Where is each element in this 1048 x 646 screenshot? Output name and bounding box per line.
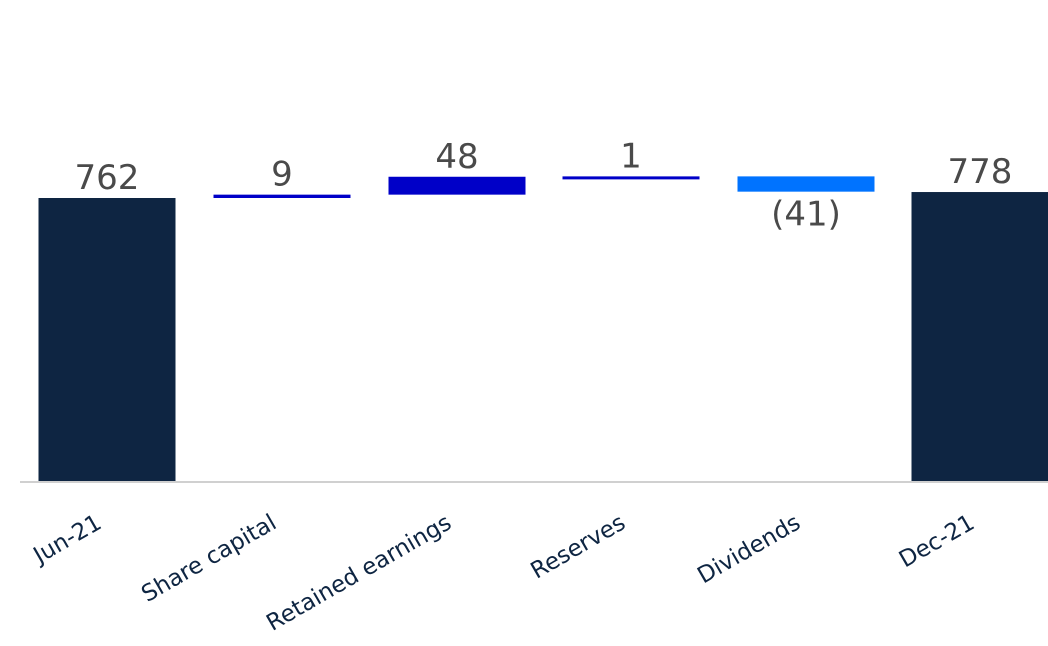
bar-retained-earnings [388, 176, 526, 195]
data-label: 48 [435, 137, 478, 177]
data-label: 762 [75, 158, 140, 198]
tick-label: Dec-21 [895, 510, 979, 574]
data-label: (41) [771, 195, 841, 235]
bar-dec-21 [911, 192, 1048, 482]
tick-label: Share capital [137, 510, 281, 608]
bar-reserves [562, 176, 700, 180]
tick-label: Reserves [527, 510, 630, 585]
bar-share-capital [213, 194, 351, 198]
data-label: 778 [948, 152, 1013, 192]
bar-dividends [737, 176, 875, 192]
bar-jun-21 [38, 198, 176, 482]
bars-group [38, 176, 1048, 482]
data-label: 1 [620, 136, 642, 176]
tick-label: Dividends [693, 510, 805, 590]
data-label: 9 [271, 155, 293, 195]
tick-label: Jun-21 [28, 510, 106, 570]
tick-label: Retained earnings [262, 510, 456, 637]
value-labels-group: 762 9 48 1 (41) 778 [75, 136, 1013, 234]
